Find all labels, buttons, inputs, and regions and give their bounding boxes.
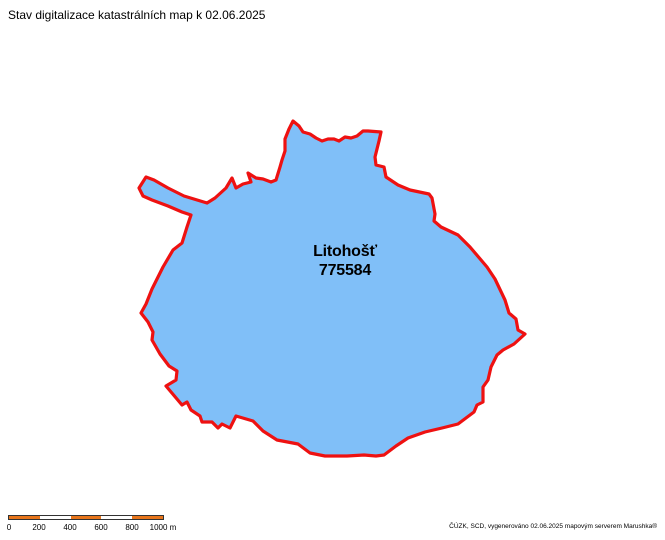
parcel-name: Litohošť (313, 243, 377, 260)
map-title: Stav digitalizace katastrálních map k 02… (8, 8, 266, 22)
scale-label-0: 0 (6, 523, 12, 532)
scale-segment (132, 516, 163, 519)
scale-segment (101, 516, 133, 519)
scale-segment (70, 516, 102, 519)
scale-segment (39, 516, 71, 519)
scale-label-400: 400 (63, 523, 77, 532)
scale-label-800: 800 (125, 523, 139, 532)
parcel-label: Litohošť 775584 (300, 242, 390, 280)
scale-labels: 0 200 400 600 800 1000 m (0, 523, 200, 535)
cadastral-area-polygon[interactable] (137, 119, 527, 458)
credit-text: ČÚZK, SCD, vygenerováno 02.06.2025 mapov… (449, 523, 657, 530)
scale-label-200: 200 (32, 523, 46, 532)
scale-label-1000: 1000 m (149, 523, 177, 532)
scale-label-600: 600 (94, 523, 108, 532)
scale-segment (9, 516, 40, 519)
scale-bar (8, 515, 164, 520)
parcel-code: 775584 (318, 262, 372, 279)
